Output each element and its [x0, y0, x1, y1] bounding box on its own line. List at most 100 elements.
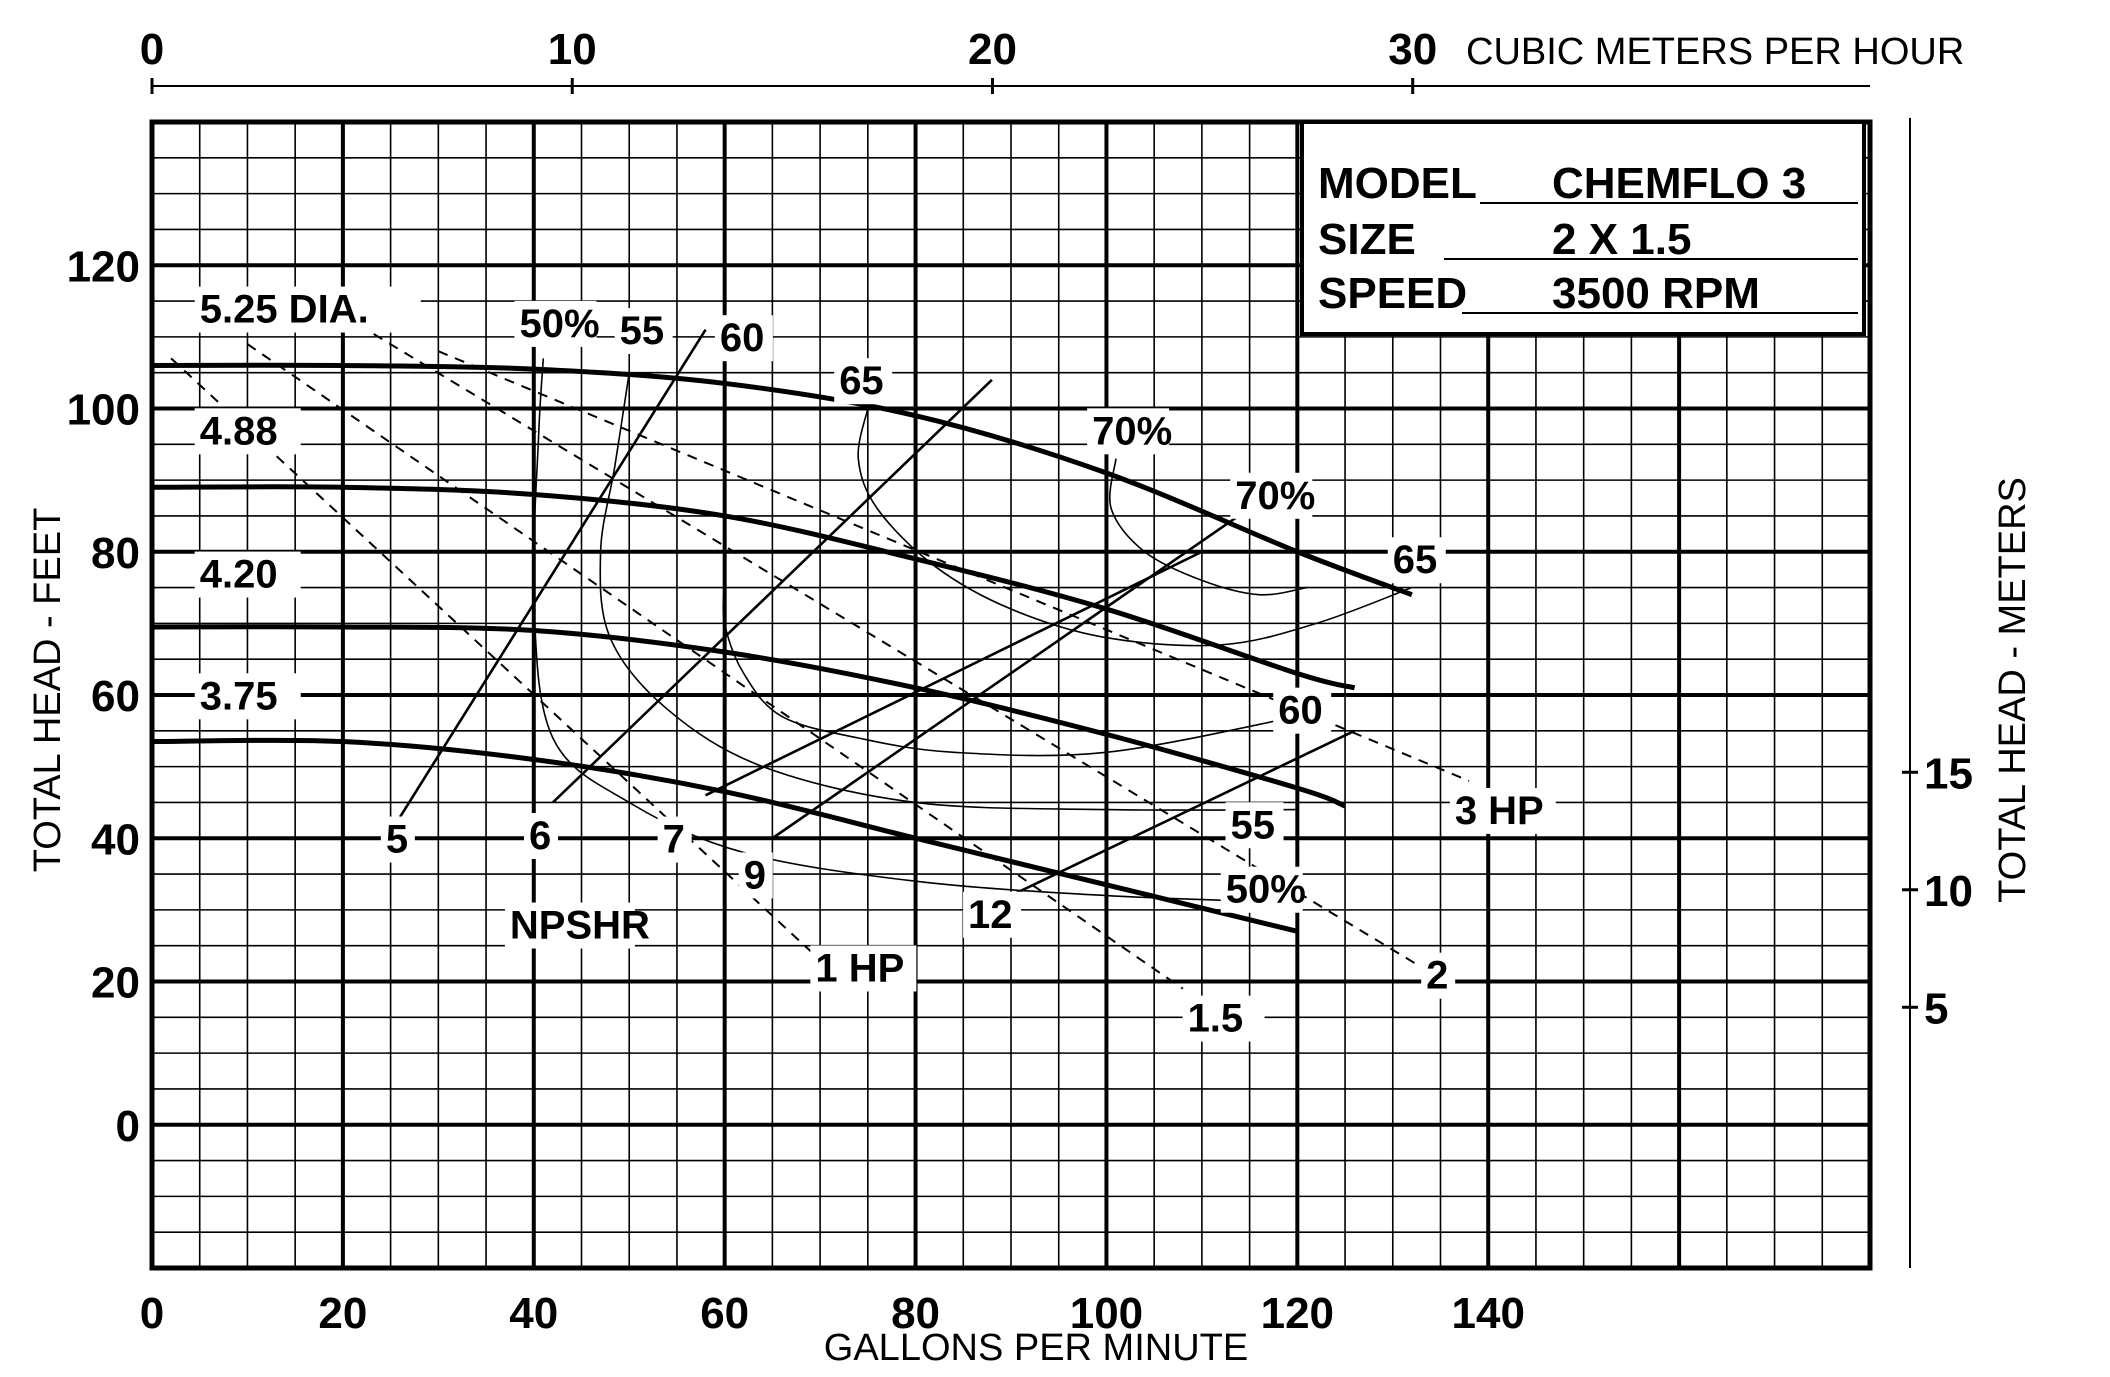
efficiency-label-bg — [1087, 408, 1170, 455]
npshr-line — [399, 329, 707, 818]
y-tick-label: 20 — [91, 959, 140, 1008]
npshr-value-label: 5 — [386, 818, 408, 862]
efficiency-contour — [857, 408, 1413, 647]
power-label-bg — [1449, 787, 1556, 834]
npshr-value-label: 6 — [529, 814, 551, 858]
efficiency-label-bg — [614, 308, 673, 355]
top-tick-label: 30 — [1388, 25, 1437, 74]
impeller-label: 3.75 — [200, 674, 278, 718]
npshr-value-label: 12 — [968, 893, 1013, 937]
annotation-label-bg — [1230, 472, 1313, 519]
npshr-value-label-bg — [524, 812, 559, 859]
labels: 0 20 40 60 80 100 120 140 0 20 40 60 80 100 120 5.25 DI… — [67, 242, 1556, 1338]
efficiency-label-bg — [834, 358, 893, 405]
impeller-label-bg — [194, 673, 301, 720]
y-tick-label: 100 — [67, 386, 140, 435]
x-axis-label: GALLONS PER MINUTE — [824, 1327, 1248, 1369]
speed-value: 3500 RPM — [1552, 269, 1760, 318]
npshr-value-label-bg — [738, 852, 773, 899]
efficiency-label: 50% — [519, 302, 599, 346]
right-tick-label: 10 — [1924, 867, 1973, 916]
annotation-label: 70% — [1235, 474, 1315, 518]
impeller-label: 4.88 — [200, 409, 278, 453]
npshr-line — [551, 378, 993, 804]
top-tick-label: 0 — [140, 25, 164, 74]
info-box: MODEL CHEMFLO 3 SIZE 2 X 1.5 SPEED 3500 … — [1300, 120, 1866, 336]
efficiency-label: 60 — [720, 316, 765, 360]
x-tick-label: 80 — [891, 1289, 940, 1338]
power-line — [246, 343, 1184, 990]
power-label-bg — [1182, 995, 1265, 1042]
annotation-label: 65 — [1393, 538, 1438, 582]
power-label-bg — [1421, 952, 1456, 999]
npshr-label: NPSHR — [510, 904, 650, 948]
power-label: 1 HP — [815, 947, 904, 991]
plot-frame — [149, 119, 1873, 1271]
x-tick-label: 140 — [1452, 1289, 1525, 1338]
right-tick-label: 15 — [1924, 749, 1973, 798]
npshr-value-label-bg — [380, 816, 415, 863]
annotation-label: 55 — [1231, 803, 1276, 847]
impeller-label-bg — [194, 551, 301, 598]
npshr-label-bg — [504, 902, 635, 949]
curves — [151, 314, 1470, 990]
impeller-label: 5.25 DIA. — [200, 288, 369, 332]
right-axis-ticks: 5 10 15 — [1902, 749, 1973, 1033]
top-tick-label: 20 — [968, 25, 1017, 74]
power-label: 3 HP — [1455, 789, 1544, 833]
npshr-line — [705, 550, 1203, 797]
efficiency-label-bg — [514, 300, 597, 347]
efficiency-contour — [599, 372, 1298, 811]
annotation-label-bg — [1220, 866, 1303, 913]
annotation-label-bg — [1225, 802, 1284, 849]
efficiency-contour — [722, 580, 1298, 757]
power-label: 1.5 — [1188, 997, 1244, 1041]
power-label: 2 — [1426, 954, 1448, 998]
y-axis-label: TOTAL HEAD - FEET — [27, 508, 69, 873]
x-tick-label: 20 — [318, 1289, 367, 1338]
speed-label: SPEED — [1318, 269, 1467, 318]
y-tick-label: 120 — [67, 242, 140, 291]
y-tick-label: 40 — [91, 815, 140, 864]
x-tick-label: 0 — [140, 1289, 164, 1338]
npshr-line — [771, 500, 1260, 840]
model-value: CHEMFLO 3 — [1552, 159, 1806, 208]
power-line — [170, 357, 821, 961]
x-tick-label: 40 — [509, 1289, 558, 1338]
y-tick-label: 80 — [91, 529, 140, 578]
efficiency-label-bg — [714, 315, 773, 362]
npshr-line — [1010, 729, 1356, 897]
efficiency-label: 70% — [1092, 409, 1172, 453]
y-tick-label: 60 — [91, 672, 140, 721]
top-axis-label: CUBIC METERS PER HOUR — [1466, 31, 1964, 73]
efficiency-label: 65 — [839, 359, 884, 403]
impeller-curve — [151, 362, 1413, 598]
annotation-label: 50% — [1226, 868, 1306, 912]
x-tick-label: 60 — [700, 1289, 749, 1338]
right-axis-label: TOTAL HEAD - METERS — [1992, 477, 2034, 903]
annotation-label-bg — [1273, 687, 1332, 734]
impeller-curve — [151, 484, 1356, 691]
impeller-curve — [151, 624, 1347, 809]
impeller-label-bg — [194, 286, 421, 333]
power-label-bg — [810, 945, 917, 992]
npshr-value-label-bg — [657, 816, 692, 863]
size-value: 2 X 1.5 — [1552, 215, 1691, 264]
impeller-curve — [151, 737, 1298, 934]
y-tick-label: 0 — [116, 1102, 140, 1151]
top-axis-ticks: 0 10 20 30 — [140, 25, 1437, 94]
power-line — [342, 314, 1422, 969]
annotation-label: 60 — [1278, 689, 1323, 733]
impeller-label: 4.20 — [200, 553, 278, 597]
impeller-label-bg — [194, 408, 301, 455]
top-tick-label: 10 — [548, 25, 597, 74]
model-label: MODEL — [1318, 159, 1477, 208]
size-label: SIZE — [1318, 215, 1416, 264]
npshr-value-label-bg — [963, 891, 1022, 938]
efficiency-label: 55 — [620, 309, 665, 353]
npshr-value-label: 9 — [744, 853, 766, 897]
x-tick-label: 120 — [1261, 1289, 1334, 1338]
annotation-label-bg — [1387, 537, 1446, 584]
npshr-value-label: 7 — [663, 818, 685, 862]
